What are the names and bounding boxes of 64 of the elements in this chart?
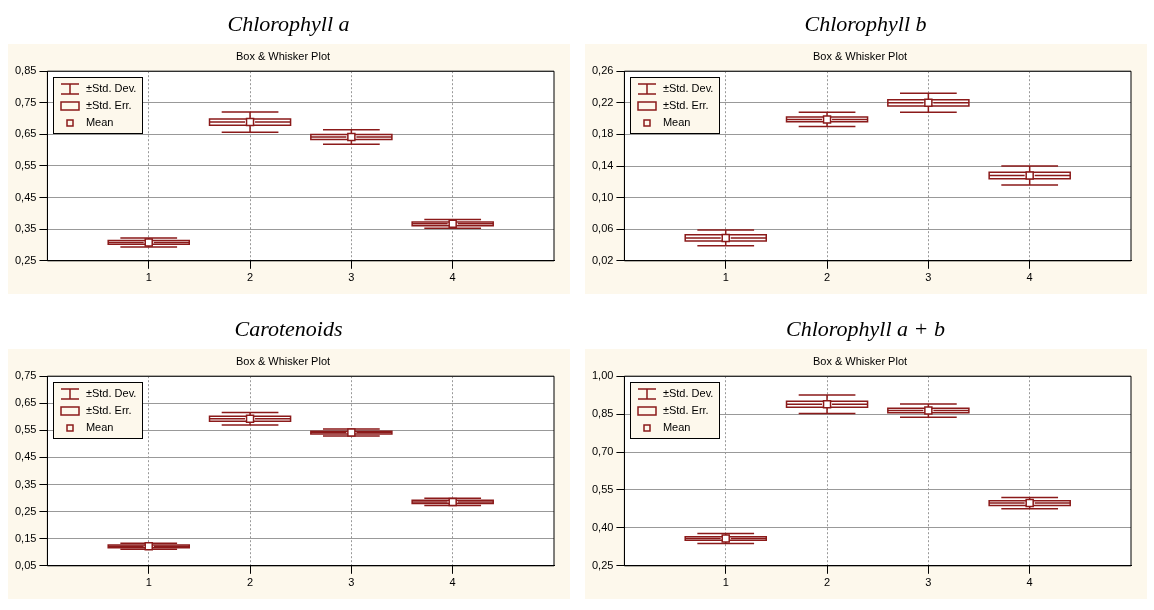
y-tick-label: 0,75 [14,369,36,382]
x-tick-label: 1 [722,576,729,589]
chart-title: Carotenoids [234,315,343,343]
x-tick-label: 2 [823,271,830,284]
x-tick-label: 2 [246,271,253,284]
y-tick-label: 0,22 [591,95,613,108]
x-tick-label: 1 [722,271,729,284]
annotation: ±Std. Dev. [85,81,137,97]
chart-subtitle: Box & Whisker Plot [235,354,330,367]
y-tick-label: 0,65 [14,396,36,409]
x-tick-label: 2 [246,576,253,589]
y-tick-label: 0,40 [591,520,613,533]
x-tick-label: 3 [924,271,931,284]
x-tick-label: 3 [924,576,931,589]
x-tick-label: 4 [449,271,456,284]
annotation: ±Std. Err. [662,98,709,114]
y-tick-label: 0,35 [14,477,36,490]
annotation: ±Std. Err. [662,403,709,419]
annotation: ±Std. Dev. [85,386,137,402]
y-tick-label: 0,10 [591,190,613,203]
y-tick-label: 0,65 [14,127,36,140]
y-tick-label: 0,45 [14,190,36,203]
y-tick-label: 0,55 [14,423,36,436]
chart-title: Chlorophyll b [804,10,927,38]
x-tick-label: 1 [145,271,152,284]
y-tick-label: 0,14 [591,159,613,172]
chart-subtitle: Box & Whisker Plot [812,354,907,367]
y-tick-label: 0,85 [14,64,36,77]
annotation: ±Std. Err. [85,98,132,114]
x-tick-label: 4 [1026,271,1033,284]
x-tick-label: 4 [1026,576,1033,589]
annotation: ±Std. Dev. [662,81,714,97]
chart-title: Chlorophyll a [227,10,350,38]
annotation: Mean [85,115,114,131]
chart-subtitle: Box & Whisker Plot [235,49,330,62]
y-tick-label: 0,02 [591,253,613,266]
annotation: ±Std. Err. [85,403,132,419]
y-tick-label: 0,55 [14,159,36,172]
annotation: Mean [662,115,691,131]
y-tick-label: 0,70 [591,445,613,458]
y-tick-label: 0,26 [591,64,613,77]
chart-title: Chlorophyll a + b [786,315,945,343]
x-tick-label: 2 [823,576,830,589]
y-tick-label: 0,25 [14,504,36,517]
y-tick-label: 0,18 [591,127,613,140]
y-tick-label: 0,06 [591,222,613,235]
y-tick-label: 0,15 [14,531,36,544]
y-tick-label: 0,75 [14,95,36,108]
chart-subtitle: Box & Whisker Plot [812,49,907,62]
x-tick-label: 3 [347,271,354,284]
y-tick-label: 0,35 [14,222,36,235]
annotation: Mean [85,420,114,436]
x-tick-label: 4 [449,576,456,589]
y-tick-label: 0,55 [591,482,613,495]
y-tick-label: 0,45 [14,450,36,463]
annotation: ±Std. Dev. [662,386,714,402]
y-tick-label: 1,00 [591,369,613,382]
y-tick-label: 0,25 [14,253,36,266]
y-tick-label: 0,85 [591,407,613,420]
y-tick-label: 0,05 [14,558,36,571]
annotation: Mean [662,420,691,436]
x-tick-label: 3 [347,576,354,589]
y-tick-label: 0,25 [591,558,613,571]
x-tick-label: 1 [145,576,152,589]
